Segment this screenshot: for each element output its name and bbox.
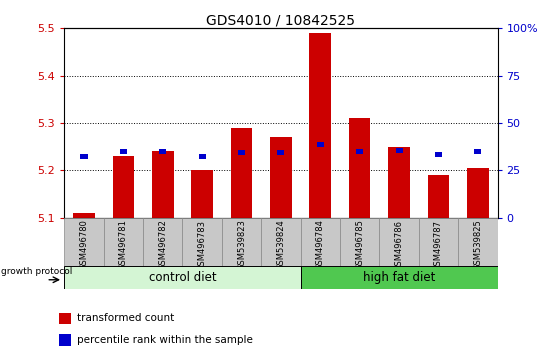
Bar	[64, 218, 103, 266]
Bar	[112, 156, 134, 218]
Title: GDS4010 / 10842525: GDS4010 / 10842525	[206, 13, 356, 27]
Bar	[349, 118, 371, 218]
Bar	[270, 137, 292, 218]
Text: GSM496784: GSM496784	[316, 219, 325, 270]
Text: control diet: control diet	[149, 270, 216, 284]
Bar	[301, 218, 340, 266]
Bar	[356, 149, 363, 154]
Text: GSM496783: GSM496783	[198, 219, 207, 270]
Bar	[238, 150, 245, 155]
Text: GSM496782: GSM496782	[158, 219, 167, 270]
Bar	[458, 218, 498, 266]
Bar	[380, 218, 419, 266]
Bar	[277, 150, 285, 155]
Text: GSM496786: GSM496786	[395, 219, 404, 270]
Bar	[191, 170, 213, 218]
Text: high fat diet: high fat diet	[363, 270, 435, 284]
Bar	[80, 154, 88, 159]
Text: growth protocol: growth protocol	[1, 267, 73, 276]
Text: GSM496781: GSM496781	[119, 219, 128, 270]
Bar	[396, 148, 402, 153]
Bar	[340, 218, 380, 266]
Text: GSM496780: GSM496780	[79, 219, 88, 270]
Text: transformed count: transformed count	[77, 313, 174, 323]
Bar	[59, 313, 71, 324]
Bar	[388, 147, 410, 218]
Text: GSM539824: GSM539824	[276, 219, 286, 270]
Text: GSM496787: GSM496787	[434, 219, 443, 270]
Bar	[419, 218, 458, 266]
Bar	[467, 168, 489, 218]
Bar	[182, 218, 222, 266]
Text: GSM539823: GSM539823	[237, 219, 246, 270]
Bar	[310, 33, 331, 218]
Bar	[428, 175, 449, 218]
Bar	[64, 266, 301, 289]
Bar	[222, 218, 261, 266]
Bar	[152, 152, 174, 218]
Text: GSM539825: GSM539825	[473, 219, 482, 270]
Text: GSM496785: GSM496785	[355, 219, 364, 270]
Bar	[143, 218, 182, 266]
Bar	[261, 218, 301, 266]
Bar	[120, 149, 127, 154]
Bar	[59, 334, 71, 346]
Bar	[435, 152, 442, 157]
Bar	[301, 266, 498, 289]
Bar	[474, 149, 481, 154]
Bar	[159, 149, 166, 154]
Bar	[103, 218, 143, 266]
Bar	[317, 142, 324, 147]
Bar	[231, 128, 252, 218]
Text: percentile rank within the sample: percentile rank within the sample	[77, 335, 253, 346]
Bar	[198, 154, 206, 159]
Bar	[73, 213, 95, 218]
